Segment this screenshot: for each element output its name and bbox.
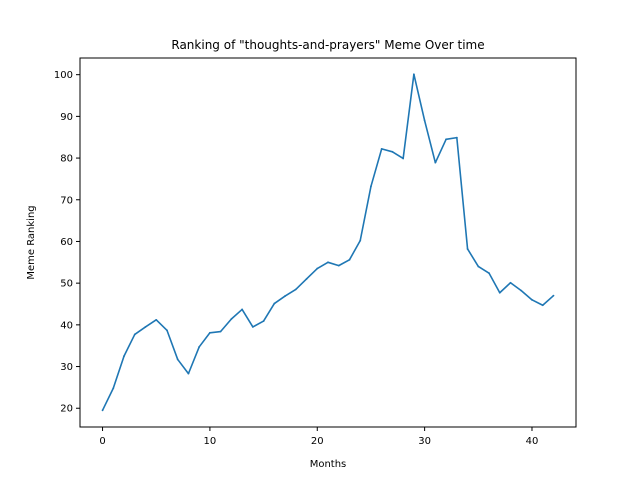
- data-point: [294, 288, 297, 291]
- data-point: [337, 264, 340, 267]
- chart-title: Ranking of "thoughts-and-prayers" Meme O…: [171, 38, 484, 52]
- data-point: [380, 147, 383, 150]
- series-layer: [101, 73, 555, 412]
- data-point: [187, 372, 190, 375]
- data-point: [348, 258, 351, 261]
- data-point: [498, 291, 501, 294]
- data-point: [101, 409, 104, 412]
- data-point: [262, 320, 265, 322]
- data-point: [219, 330, 222, 333]
- data-point: [176, 358, 179, 361]
- data-point: [509, 281, 512, 284]
- data-point: [466, 248, 469, 250]
- y-tick-label: 100: [54, 70, 73, 81]
- x-tick-label: 20: [311, 436, 324, 447]
- data-point: [391, 150, 394, 153]
- data-point: [273, 302, 276, 305]
- data-point: [241, 308, 244, 311]
- y-axis-label: Meme Ranking: [26, 205, 37, 279]
- y-tick-label: 30: [60, 362, 73, 373]
- data-point: [284, 295, 286, 297]
- data-point: [552, 294, 555, 297]
- data-point: [520, 289, 523, 292]
- x-axis-label: Months: [310, 459, 347, 470]
- data-point: [166, 329, 168, 332]
- data-point: [531, 298, 533, 301]
- x-axis-ticks: 0 10 20 30 40: [99, 427, 538, 447]
- data-point: [112, 387, 115, 390]
- plot-area-frame: [79, 57, 577, 428]
- x-tick-label: 10: [204, 436, 217, 447]
- data-point: [305, 278, 308, 280]
- x-tick-label: 40: [526, 436, 539, 447]
- x-tick-label: 30: [418, 436, 431, 447]
- data-point: [251, 326, 254, 328]
- x-tick-label: 0: [99, 436, 105, 447]
- axes: [79, 57, 577, 428]
- data-point: [209, 331, 211, 334]
- data-point: [370, 185, 372, 188]
- data-point: [477, 265, 480, 268]
- data-point: [488, 272, 490, 275]
- data-point: [412, 73, 415, 76]
- data-point: [155, 318, 158, 321]
- data-point: [445, 138, 447, 141]
- data-point: [133, 333, 136, 336]
- y-tick-label: 70: [60, 195, 73, 206]
- y-tick-label: 20: [60, 404, 73, 415]
- data-point: [198, 346, 201, 348]
- data-point: [327, 261, 329, 264]
- data-point: [455, 136, 458, 139]
- y-axis-ticks: 20 30 40 50 60 70 80 90 100: [54, 70, 80, 415]
- y-tick-label: 40: [60, 320, 73, 331]
- y-tick-label: 90: [60, 112, 73, 123]
- data-point: [144, 326, 147, 328]
- data-point: [123, 355, 125, 358]
- y-tick-label: 50: [60, 279, 73, 290]
- data-point: [316, 267, 319, 270]
- data-point: [230, 318, 233, 320]
- data-point: [434, 161, 437, 164]
- data-point: [402, 157, 405, 160]
- data-point: [359, 239, 362, 242]
- y-tick-label: 60: [60, 237, 73, 248]
- y-tick-label: 80: [60, 154, 73, 165]
- data-point: [541, 304, 544, 307]
- data-point: [423, 119, 426, 122]
